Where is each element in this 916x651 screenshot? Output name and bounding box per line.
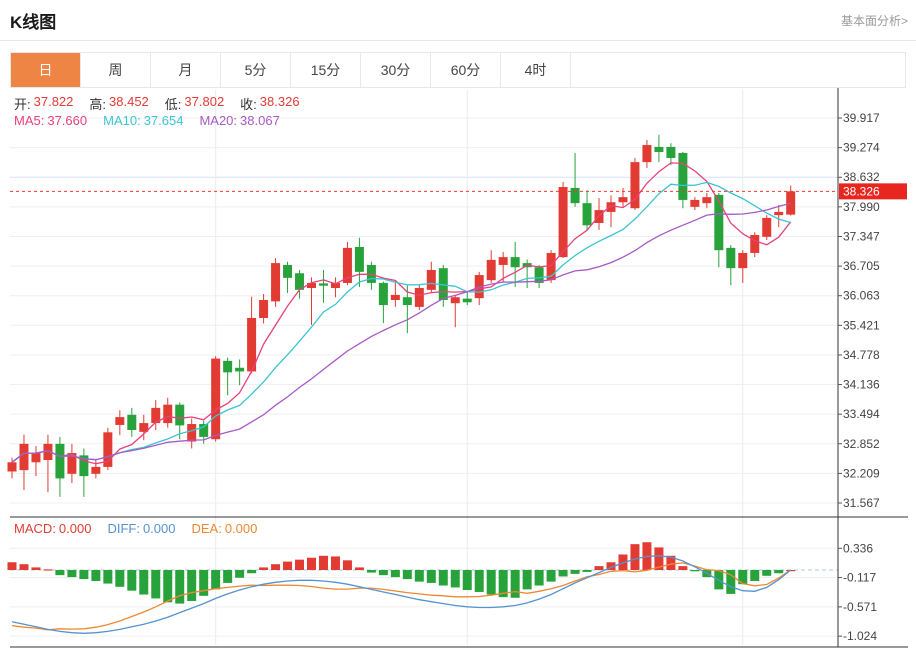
- svg-text:-0.117: -0.117: [843, 571, 876, 585]
- price-gridlines: [10, 117, 838, 504]
- period-tab-60分[interactable]: 60分: [431, 53, 501, 87]
- ma5-line: [11, 162, 792, 465]
- svg-text:39.274: 39.274: [843, 141, 880, 155]
- macd-histogram: [7, 542, 796, 604]
- svg-text:38.632: 38.632: [843, 170, 880, 184]
- svg-text:35.421: 35.421: [843, 318, 880, 332]
- tabs-filler: [571, 53, 905, 87]
- svg-text:32.852: 32.852: [843, 437, 880, 451]
- svg-text:39.917: 39.917: [843, 111, 880, 125]
- period-tab-15分[interactable]: 15分: [291, 53, 361, 87]
- ma20-line: [11, 202, 791, 463]
- svg-text:0.336: 0.336: [843, 541, 873, 555]
- svg-text:-1.024: -1.024: [843, 629, 877, 643]
- period-tab-日[interactable]: 日: [11, 53, 81, 87]
- diff-line: [11, 555, 792, 634]
- fundamental-analysis-link[interactable]: 基本面分析>: [840, 14, 908, 28]
- period-tab-4时[interactable]: 4时: [501, 53, 571, 87]
- dea-line: [11, 562, 792, 631]
- candlestick-series: [7, 134, 796, 497]
- ma10-line: [11, 181, 791, 463]
- price-axis-labels: 39.917 39.274 38.632 37.990 37.347 36.705 36.0…: [838, 111, 880, 510]
- svg-text:31.567: 31.567: [843, 496, 880, 510]
- header-divider: [0, 40, 916, 41]
- svg-text:36.705: 36.705: [843, 259, 880, 273]
- svg-text:37.990: 37.990: [843, 200, 880, 214]
- svg-text:37.347: 37.347: [843, 229, 880, 243]
- period-tab-月[interactable]: 月: [151, 53, 221, 87]
- period-tab-30分[interactable]: 30分: [361, 53, 431, 87]
- vertical-gridlines: [215, 90, 744, 645]
- page-title: K线图: [10, 13, 57, 32]
- svg-text:-0.571: -0.571: [843, 600, 877, 614]
- macd-axis-labels: 0.336 -0.117 -0.571 -1.024: [838, 541, 877, 643]
- kline-chart[interactable]: 38.326 39.917 39.274 38.632 37.990 37.347 36.7…: [0, 88, 916, 651]
- period-tab-5分[interactable]: 5分: [221, 53, 291, 87]
- svg-text:38.326: 38.326: [843, 184, 880, 198]
- last-price-tag: 38.326: [839, 183, 907, 200]
- svg-text:34.778: 34.778: [843, 348, 880, 362]
- svg-text:36.063: 36.063: [843, 289, 880, 303]
- svg-text:32.209: 32.209: [843, 466, 880, 480]
- macd-gridlines: [10, 547, 838, 637]
- period-tabs: 日周月 5分 15分 30分 60分 4时: [10, 52, 906, 88]
- svg-text:33.494: 33.494: [843, 407, 880, 421]
- svg-text:34.136: 34.136: [843, 378, 880, 392]
- period-tab-周[interactable]: 周: [81, 53, 151, 87]
